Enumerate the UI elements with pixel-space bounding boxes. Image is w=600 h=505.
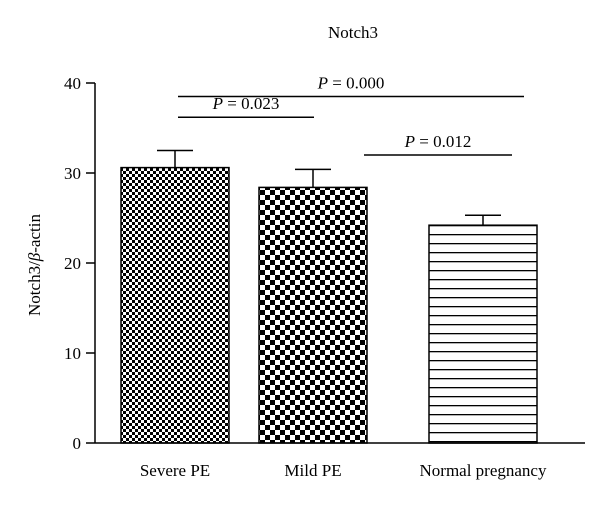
bar-mild-pe [258, 186, 368, 444]
bar-normal-pregnancy [428, 224, 538, 444]
bars-group [120, 166, 538, 444]
x-category-label: Mild PE [284, 461, 341, 480]
p-value-number: = 0.023 [223, 94, 279, 113]
y-axis-title-suffix: -actin [25, 214, 44, 253]
y-tick-label: 20 [64, 254, 81, 273]
y-axis-title-italic: β [25, 252, 44, 262]
x-category-label: Severe PE [140, 461, 210, 480]
bar-severe-pe [120, 166, 230, 444]
p-value-number: = 0.012 [415, 132, 471, 151]
y-axis-ticks: 0 10 20 30 40 [64, 74, 95, 453]
y-tick-label: 10 [64, 344, 81, 363]
y-tick-label: 0 [73, 434, 82, 453]
p-value-label: P = 0.012 [404, 132, 472, 151]
error-bars-group [157, 149, 501, 226]
y-axis-title: Notch3/β-actin [25, 214, 44, 316]
p-value-label: P = 0.000 [317, 74, 385, 93]
p-value-symbol: P [404, 132, 415, 151]
category-labels: Severe PE Mild PE Normal pregnancy [140, 461, 547, 480]
p-value-number: = 0.000 [328, 74, 384, 93]
chart-title: Notch3 [328, 23, 378, 42]
p-value-symbol: P [317, 74, 328, 93]
p-value-symbol: P [212, 94, 223, 113]
y-tick-label: 30 [64, 164, 81, 183]
y-axis-title-prefix: Notch3/ [25, 261, 44, 316]
x-category-label: Normal pregnancy [420, 461, 547, 480]
p-value-label: P = 0.023 [212, 94, 280, 113]
y-tick-label: 40 [64, 74, 81, 93]
